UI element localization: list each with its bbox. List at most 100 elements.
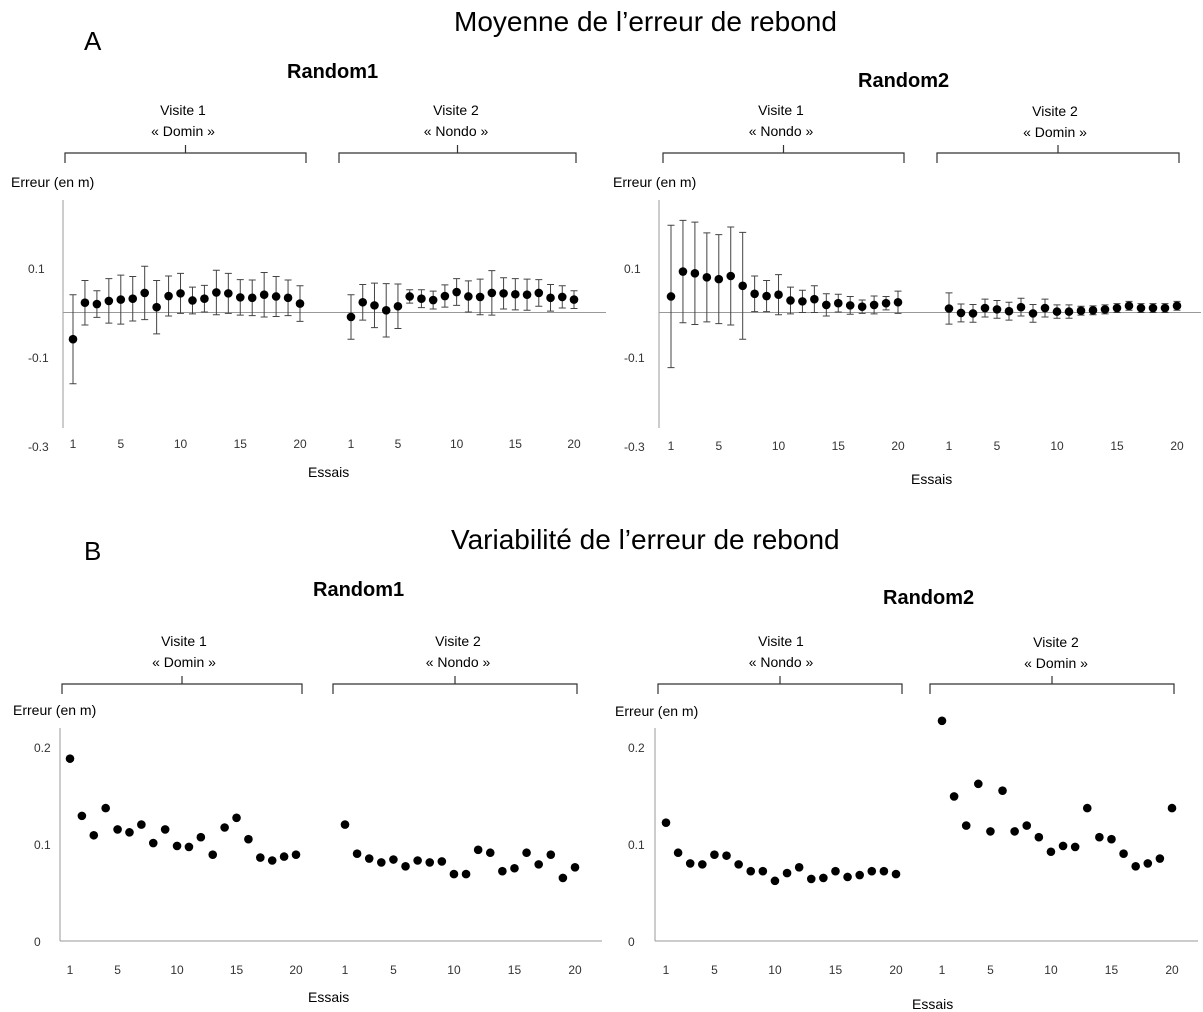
data-point [1100,305,1110,314]
y-axis-label: Erreur (en m) [613,174,697,190]
data-point [1082,803,1092,813]
data-point [722,851,731,860]
visit-name: Visite 1 [160,102,206,118]
visit-2-bracket [332,676,578,694]
y-tick-label: -0.3 [624,440,645,454]
section-a-letter: A [84,26,102,56]
data-point [1124,301,1134,311]
data-point [188,296,197,305]
data-point [116,295,126,304]
data-point [949,792,959,801]
data-point [381,305,391,315]
data-point [666,292,676,301]
data-point [822,300,831,310]
x-tick-label: 1 [342,963,349,977]
visit-2-bracket [936,145,1180,163]
x-tick-label: 5 [114,963,121,977]
x-tick-label: 15 [508,963,522,977]
data-point [405,292,414,301]
data-point [843,872,852,882]
data-point [425,858,435,867]
data-point [125,828,134,837]
visit-1-bracket [64,145,307,163]
x-tick-label: 10 [1050,439,1064,453]
x-tick-label: 5 [994,439,1001,453]
y-tick-label: 0.1 [34,838,51,852]
data-point [726,271,736,281]
data-point [1052,307,1062,316]
data-point [271,292,281,301]
data-point [498,866,507,876]
visit-2-label: Visite 2 « Domin » [1005,101,1105,143]
x-tick-label: 10 [174,437,188,451]
visit-hand: « Domin » [151,123,215,139]
data-point [473,845,483,855]
data-point [65,754,75,763]
data-point [393,301,403,311]
data-point [295,299,305,308]
visit-hand: « Domin » [152,654,216,670]
data-point [259,290,269,300]
data-point [208,850,218,859]
data-point [176,289,185,298]
data-point [534,288,544,298]
data-point [714,274,724,284]
data-point [377,858,386,867]
data-point [685,859,695,868]
y-axis-label: Erreur (en m) [13,702,97,718]
data-point [710,850,719,859]
data-point [546,293,555,303]
x-tick-label: 15 [234,437,248,451]
x-tick-label: 20 [567,437,581,451]
data-point [212,288,221,297]
visit-2-label: Visite 2 « Nondo » [406,100,506,142]
x-tick-label: 10 [450,437,464,451]
data-point [449,869,459,879]
data-point [401,862,410,871]
data-point [428,295,438,305]
visit-name: Visite 2 [1032,103,1078,119]
data-point [879,866,889,876]
data-point [806,874,816,884]
x-tick-label: 15 [230,963,244,977]
data-point [370,301,379,310]
x-tick-label: 5 [987,963,994,977]
data-point [1088,305,1098,315]
data-point [101,803,110,813]
y-tick-label: 0.1 [624,262,641,276]
data-point [80,298,90,308]
data-point [464,292,473,301]
data-point [1143,859,1153,868]
visit-name: Visite 1 [758,633,804,649]
data-point [1112,303,1122,313]
data-point [867,866,877,876]
y-axis-label: Erreur (en m) [615,703,699,719]
x-tick-label: 1 [70,437,77,451]
data-point [1148,303,1158,313]
x-tick-label: 10 [768,963,782,977]
visit-name: Visite 2 [433,102,479,118]
panel-title: Random2 [858,70,950,92]
data-point [77,811,87,821]
data-point [1070,842,1080,852]
data-point [1155,854,1165,863]
data-point [89,830,99,840]
x-axis-label: Essais [308,989,350,1005]
data-point [758,866,768,876]
data-point [267,856,277,865]
data-point [881,298,891,308]
y-tick-label: 0.1 [28,262,45,276]
x-tick-label: 20 [568,963,582,977]
visit-2-bracket [929,676,1175,694]
x-axis-label: Essais [911,471,953,487]
data-point [220,823,229,832]
data-point [522,290,532,300]
data-point [746,866,756,876]
data-point [956,308,966,318]
data-point [1076,306,1086,316]
data-point [1160,303,1170,313]
data-point [678,267,688,276]
data-point [352,849,362,858]
x-tick-label: 10 [1044,963,1058,977]
data-point [855,870,864,880]
